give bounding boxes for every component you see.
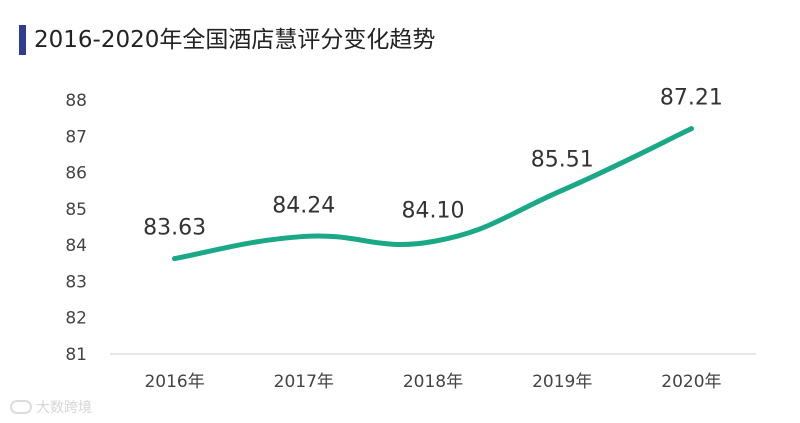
data-label: 85.51 [531, 147, 594, 172]
y-tick-label: 85 [65, 200, 87, 220]
title-accent-bar [19, 25, 26, 55]
data-label: 87.21 [660, 86, 723, 111]
y-tick-label: 87 [65, 127, 87, 147]
chart-title: 2016-2020年全国酒店慧评分变化趋势 [34, 27, 436, 53]
data-points [172, 126, 694, 262]
data-point [559, 187, 565, 193]
y-tick-label: 86 [65, 164, 87, 184]
data-label: 84.24 [272, 193, 335, 218]
x-tick-label: 2017年 [274, 372, 334, 392]
y-tick-label: 88 [65, 91, 87, 111]
watermark-text: 大数跨境 [36, 400, 92, 416]
x-tick-label: 2018年 [403, 372, 463, 392]
x-axis-ticks: 2016年 2017年 2018年 2019年 2020年 [144, 372, 721, 392]
data-label: 83.63 [143, 216, 206, 241]
data-point [172, 256, 178, 262]
x-tick-label: 2016年 [144, 372, 204, 392]
y-tick-label: 84 [65, 236, 87, 256]
watermark: 大数跨境 [10, 397, 92, 417]
data-point [430, 239, 436, 245]
y-axis-ticks: 81 82 83 84 85 86 87 88 [65, 91, 87, 365]
data-labels: 83.63 84.24 84.10 85.51 87.21 [143, 86, 723, 241]
data-point [301, 233, 307, 239]
x-tick-label: 2019年 [532, 372, 592, 392]
x-tick-label: 2020年 [661, 372, 721, 392]
y-tick-label: 81 [65, 345, 87, 365]
data-label: 84.10 [402, 199, 465, 224]
y-tick-label: 83 [65, 272, 87, 292]
y-tick-label: 82 [65, 309, 87, 329]
brand-logo-icon [10, 400, 32, 414]
data-point [688, 126, 694, 132]
